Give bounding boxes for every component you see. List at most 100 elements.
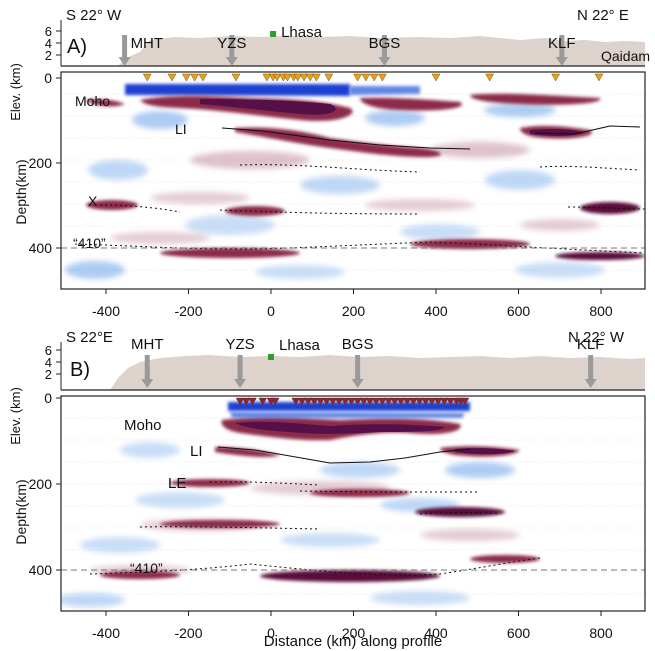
fault-marker-klf: KLF <box>548 35 576 66</box>
panel-b-interpretations <box>61 446 645 576</box>
station-marker <box>248 397 257 406</box>
city-label: Lhasa <box>281 24 323 41</box>
panel-b-le-label: LE <box>168 475 186 492</box>
elev-tick-label: 2 <box>45 48 52 63</box>
x-tick-label: 800 <box>589 303 613 319</box>
panel-a-image: 0 200 400 Moho LI X “410” <box>29 70 646 290</box>
station-marker <box>347 397 356 406</box>
station-marker <box>359 397 369 406</box>
fault-marker-yzs: YZS <box>225 336 255 388</box>
x-axis-label: Distance (km) along profile <box>264 633 442 650</box>
city-marker <box>270 31 277 37</box>
panel-a-elev-ticks: 6 4 2 <box>45 24 61 63</box>
station-marker <box>324 73 334 82</box>
station-marker <box>305 73 315 82</box>
x-tick-label: 600 <box>507 625 531 641</box>
panel-b-left-direction: S 22°E <box>66 329 113 346</box>
fault-label: YZS <box>225 336 254 353</box>
panel-b-depth-ticks: 0 200 400 <box>29 390 61 578</box>
fault-label: YZS <box>217 35 246 52</box>
station-marker <box>190 73 200 82</box>
fault-label: MHT <box>131 336 164 353</box>
station-marker <box>431 73 441 82</box>
station-marker <box>390 397 400 406</box>
elev-tick-label: 4 <box>45 355 52 370</box>
station-marker <box>272 73 282 82</box>
panel-a-stations <box>142 73 604 82</box>
x-tick-label: 200 <box>342 625 366 641</box>
station-marker <box>262 73 272 82</box>
x-tick-label: -200 <box>174 303 202 319</box>
station-marker <box>369 73 379 82</box>
station-marker <box>270 397 280 406</box>
panel-a-x-ticks: -400 -200 0 200 400 600 800 <box>92 289 613 319</box>
x-tick-label: -400 <box>92 303 120 319</box>
fault-arrow-head <box>141 379 154 388</box>
station-marker <box>384 397 393 406</box>
fault-arrow-head <box>584 379 597 388</box>
station-marker <box>446 397 455 406</box>
panel-b-right-direction: N 22° W <box>568 329 625 346</box>
fault-arrow-head <box>555 57 568 66</box>
station-marker <box>258 397 268 406</box>
station-marker <box>485 73 494 82</box>
panel-b-li-band <box>215 446 520 457</box>
panel-b: 6 4 2 S 22°E N 22° W B) MHT YZS BGS KLF Lha… <box>8 329 646 641</box>
fault-arrow-shaft <box>237 355 243 380</box>
depth-tick-label: 200 <box>29 476 53 492</box>
x-tick-label: -200 <box>174 625 202 641</box>
city-marker <box>268 354 274 360</box>
station-marker <box>340 397 350 406</box>
fault-arrow-shaft <box>355 355 361 380</box>
station-marker <box>378 397 387 406</box>
fault-marker-mht: MHT <box>131 336 164 388</box>
x-tick-label: 400 <box>424 625 448 641</box>
fault-arrow-head <box>234 379 247 388</box>
elev-tick-label: 4 <box>45 36 52 51</box>
panel-b-negative-anomalies <box>61 442 515 607</box>
station-marker <box>427 397 437 406</box>
station-marker <box>396 397 406 406</box>
station-marker <box>309 397 319 406</box>
fault-label: KLF <box>548 35 576 52</box>
x-tick-label: 200 <box>342 303 366 319</box>
fault-label: BGS <box>369 35 401 52</box>
station-marker <box>421 397 431 406</box>
station-marker <box>353 73 362 82</box>
depth-tick-label: 400 <box>29 240 53 256</box>
station-marker <box>328 397 338 406</box>
panel-b-faults: MHT YZS BGS KLF <box>131 336 604 388</box>
station-marker <box>460 397 470 406</box>
panel-a-negative-anomalies <box>65 103 605 279</box>
panel-b-depth-axis-label: Depth(km) <box>13 479 29 544</box>
panel-b-label: B) <box>70 359 90 381</box>
station-marker <box>361 73 371 82</box>
x-tick-label: 0 <box>267 303 275 319</box>
station-marker <box>353 397 362 406</box>
fault-arrow-head <box>225 57 238 66</box>
panel-a-moho-label: Moho <box>75 93 110 109</box>
depth-tick-label: 200 <box>29 155 53 171</box>
panel-a-moho-band <box>85 84 601 121</box>
station-marker <box>433 397 443 406</box>
station-marker <box>167 73 177 82</box>
x-tick-label: -400 <box>92 625 120 641</box>
panel-b-lhasa: Lhasa <box>268 337 321 360</box>
station-marker <box>334 397 344 406</box>
panel-a-qaidam-label: Qaidam <box>601 48 650 64</box>
elev-tick-label: 2 <box>45 367 52 382</box>
x-tick-label: 600 <box>507 303 531 319</box>
fault-arrow-head <box>378 57 391 66</box>
fault-marker-klf: KLF <box>577 336 604 388</box>
panel-b-stations <box>235 397 470 406</box>
x-tick-label: 800 <box>589 625 613 641</box>
station-marker <box>283 73 292 82</box>
panel-b-li-label: LI <box>190 443 203 460</box>
station-marker <box>291 397 301 406</box>
panel-b-moho-band <box>221 402 470 441</box>
panel-a-elevation-strip: 6 4 2 S 22° W N 22° E A) Qaidam MHT YZS BG… <box>45 7 650 67</box>
x-tick-label: 0 <box>267 625 275 641</box>
station-marker <box>371 397 381 406</box>
station-marker <box>378 73 387 82</box>
